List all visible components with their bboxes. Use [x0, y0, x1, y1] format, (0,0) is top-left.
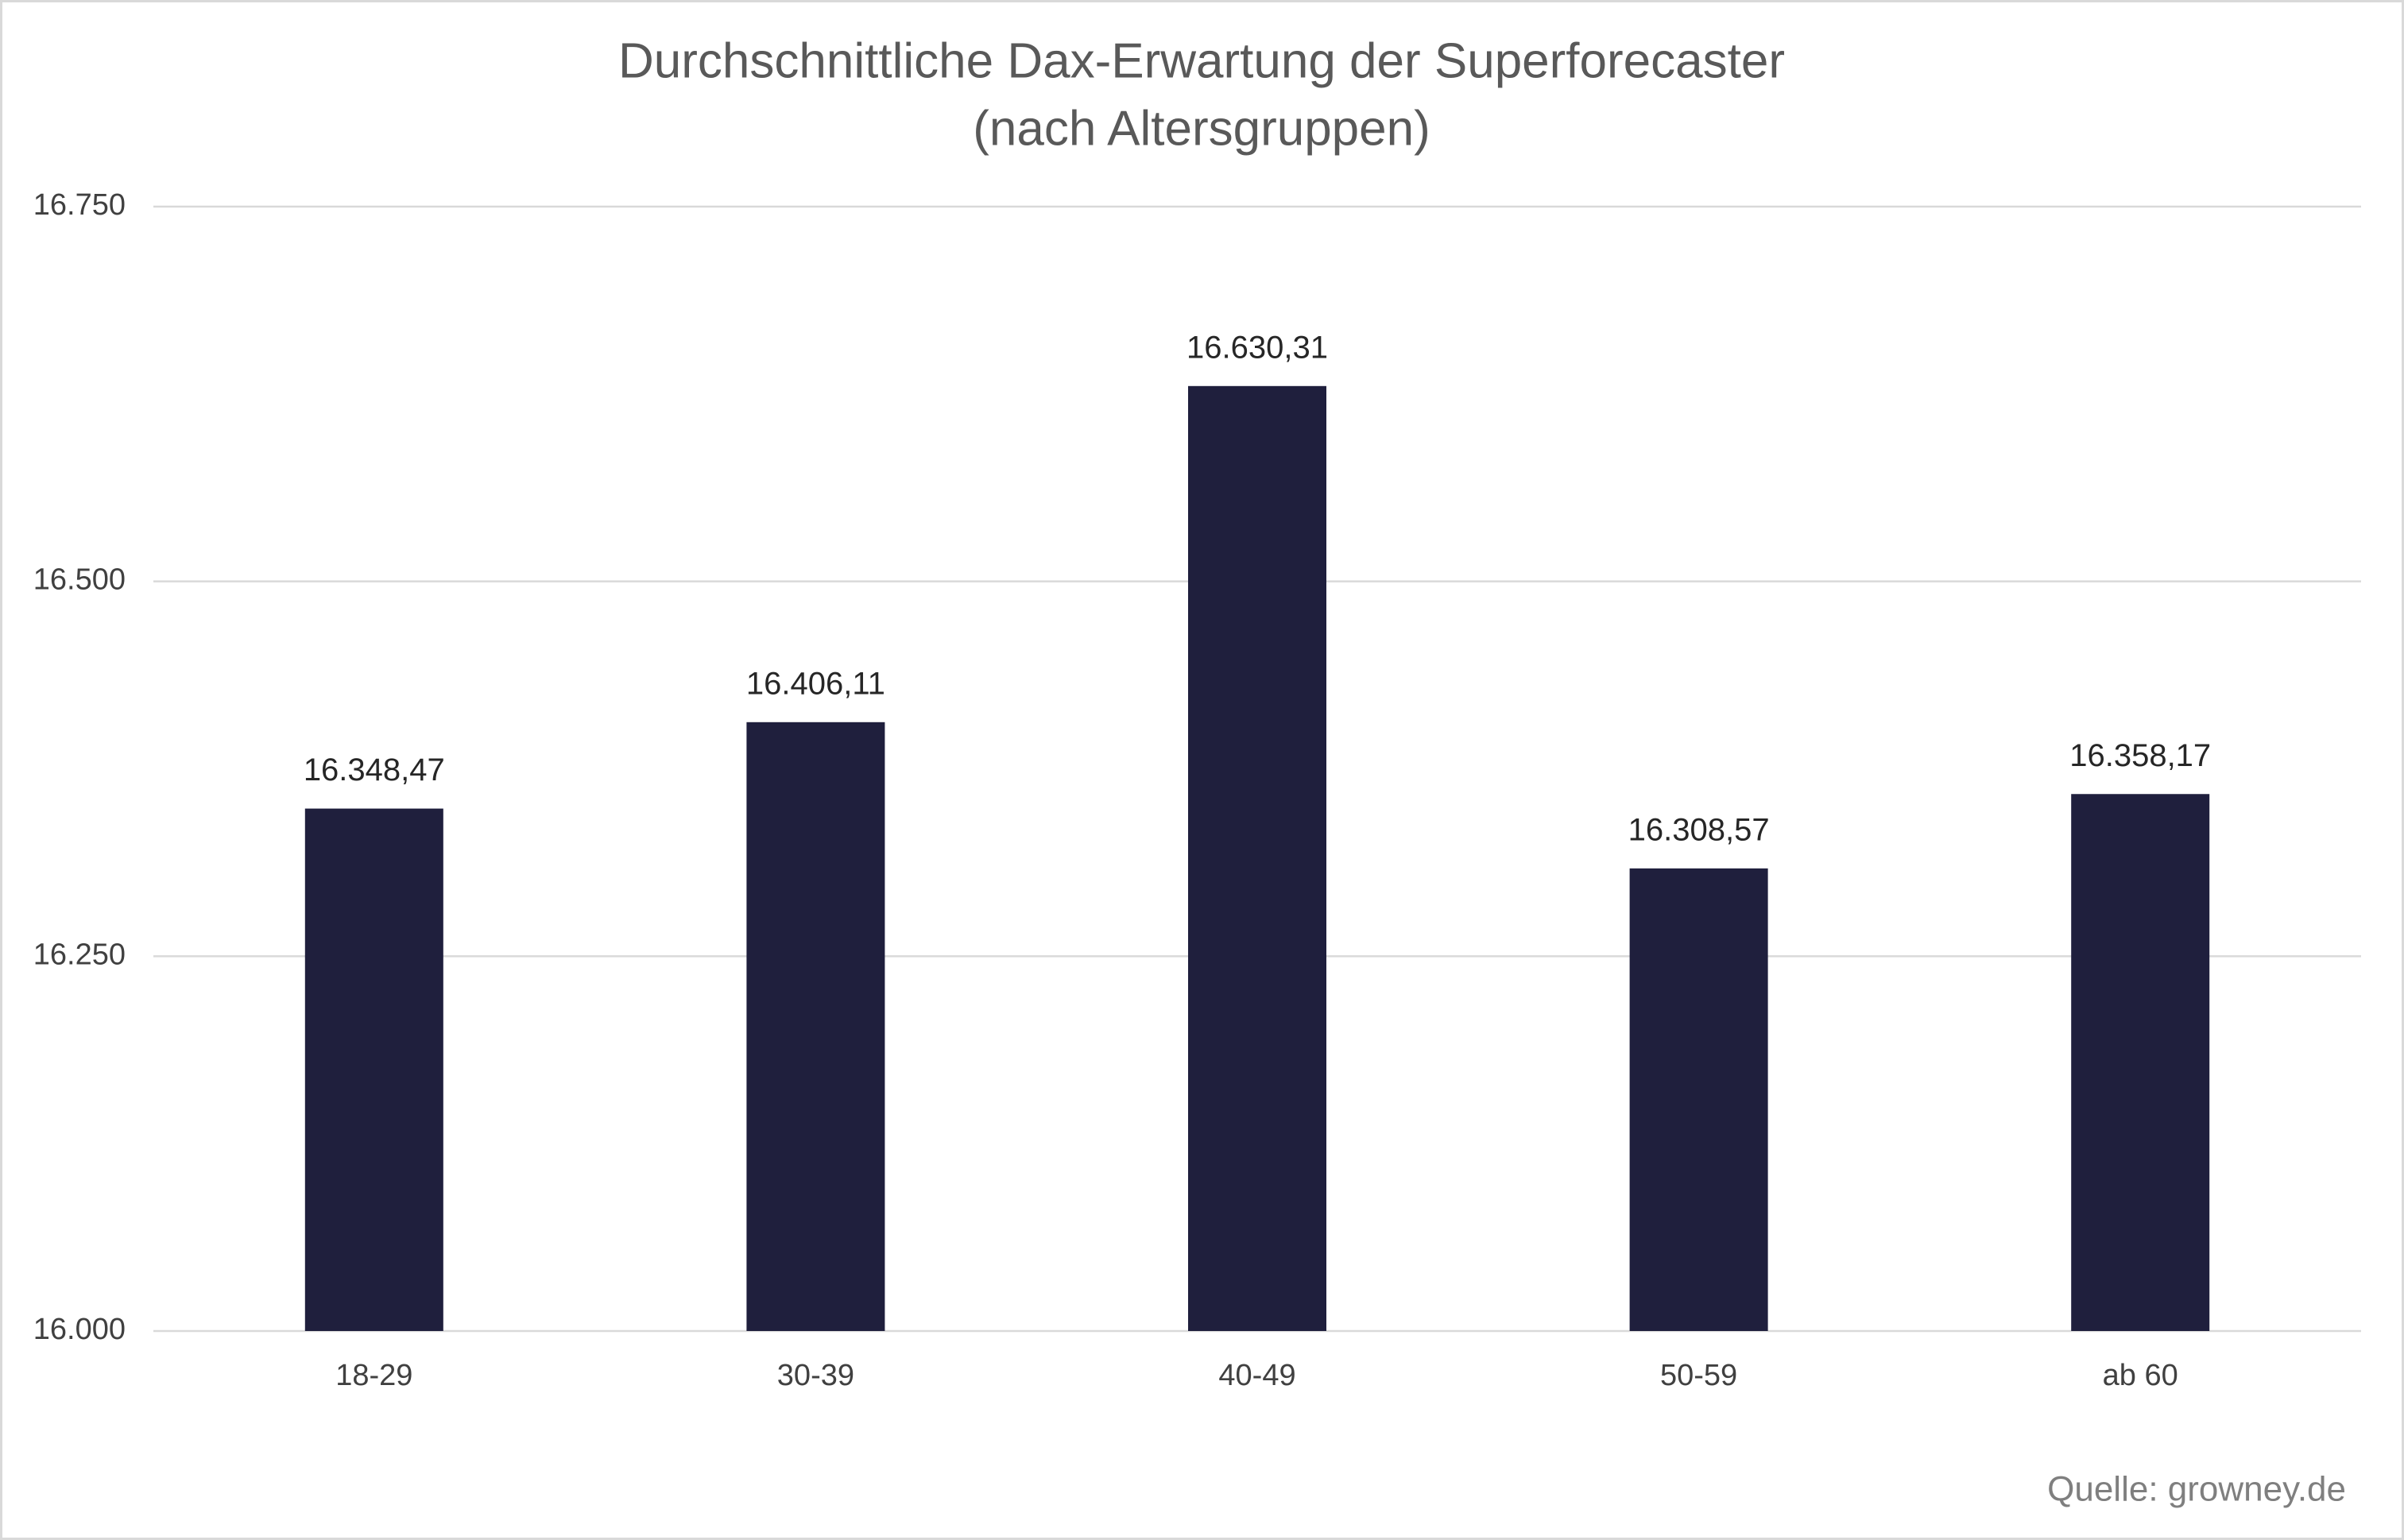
- chart-title: Durchschnittliche Dax-Erwartung der Supe…: [618, 33, 1785, 88]
- y-tick-label: 16.000: [33, 1313, 126, 1346]
- bar: [1629, 868, 1768, 1331]
- x-tick-label: 30-39: [777, 1359, 854, 1392]
- y-tick-label: 16.750: [33, 188, 126, 222]
- bar: [1188, 385, 1326, 1331]
- y-tick-label: 16.250: [33, 938, 126, 971]
- source-note: Quelle: growney.de: [2047, 1470, 2346, 1509]
- x-tick-label: 18-29: [335, 1359, 412, 1392]
- bar: [304, 808, 443, 1331]
- data-label: 16.308,57: [1628, 812, 1770, 847]
- x-tick-label: ab 60: [2103, 1359, 2178, 1392]
- chart-subtitle: (nach Altersgruppen): [973, 101, 1430, 156]
- x-tick-label: 50-59: [1660, 1359, 1737, 1392]
- data-label: 16.358,17: [2069, 738, 2211, 773]
- data-label: 16.348,47: [304, 753, 445, 787]
- bar: [746, 722, 885, 1331]
- x-tick-label: 40-49: [1218, 1359, 1295, 1392]
- y-tick-label: 16.500: [33, 563, 126, 597]
- data-label: 16.630,31: [1187, 330, 1328, 365]
- bar: [2071, 794, 2210, 1331]
- data-label: 16.406,11: [746, 666, 885, 701]
